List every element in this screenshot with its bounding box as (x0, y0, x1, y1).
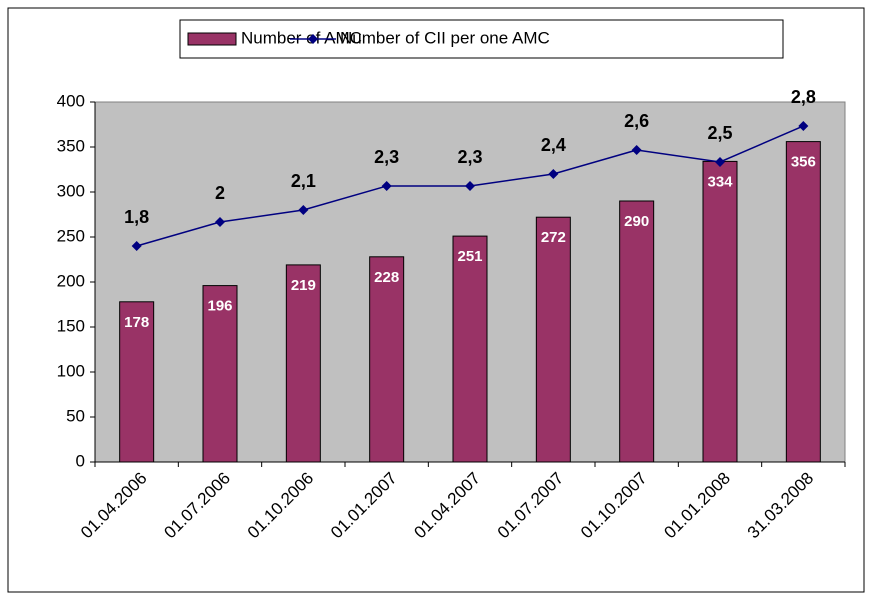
line-value-label: 2,8 (791, 87, 816, 107)
bar-value-label: 356 (791, 154, 816, 171)
bar-value-label: 290 (624, 213, 649, 230)
bar-value-label: 228 (374, 269, 399, 286)
y-tick-label: 100 (57, 361, 85, 380)
legend-label: Number of CII per one AMC (340, 28, 550, 47)
line-value-label: 2,5 (707, 123, 732, 143)
line-value-label: 2,3 (374, 147, 399, 167)
bar (119, 301, 155, 463)
line-value-label: 2,6 (624, 111, 649, 131)
line-marker (548, 169, 559, 179)
bar-value-label: 272 (541, 229, 566, 246)
line-value-label: 2 (215, 183, 225, 203)
legend-box (179, 19, 784, 59)
bar (619, 200, 655, 463)
line-value-label: 2,1 (291, 171, 316, 191)
bar (535, 216, 571, 463)
legend-swatch (187, 32, 237, 46)
y-tick-label: 150 (57, 316, 85, 335)
line-marker (631, 145, 642, 155)
bar (702, 160, 738, 463)
line-value-label: 2,4 (541, 135, 566, 155)
y-tick-label: 300 (57, 181, 85, 200)
bar-value-label: 178 (124, 314, 149, 331)
line-marker (715, 157, 725, 167)
bar (202, 285, 238, 463)
y-tick-label: 250 (57, 226, 85, 245)
bar (452, 235, 488, 463)
bar-value-label: 251 (457, 248, 482, 265)
line-marker (465, 181, 475, 191)
line-marker (131, 241, 142, 251)
line-value-label: 1,8 (124, 207, 149, 227)
y-tick-label: 0 (76, 451, 85, 470)
legend-label: Number of AMC (241, 28, 362, 47)
bar-value-label: 196 (207, 298, 232, 315)
line-marker (298, 205, 309, 215)
legend-marker (308, 34, 318, 44)
y-tick-label: 50 (66, 406, 85, 425)
bar-value-label: 334 (707, 173, 733, 190)
y-tick-label: 200 (57, 271, 85, 290)
line-value-label: 2,3 (457, 147, 482, 167)
bar (285, 264, 321, 463)
bar (785, 141, 821, 463)
bar (369, 256, 405, 463)
y-tick-label: 350 (57, 136, 85, 155)
y-tick-label: 400 (57, 91, 85, 110)
line-marker (215, 217, 225, 227)
bar-value-label: 219 (291, 277, 316, 294)
line-marker (381, 181, 392, 191)
line-marker (798, 121, 809, 131)
